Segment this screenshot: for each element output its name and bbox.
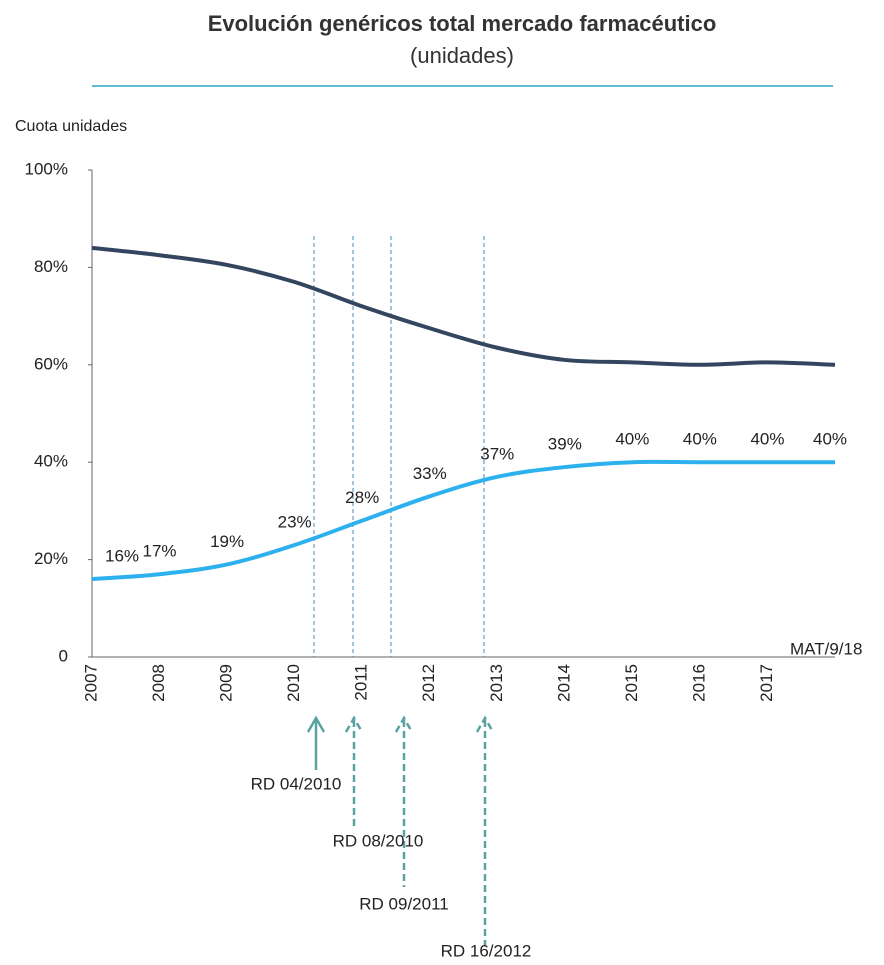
data-label: 40% [615,430,649,449]
x-tick-label: 2007 [81,664,100,702]
data-label: 28% [345,488,379,507]
x-tick-label: 2015 [622,664,641,702]
y-tick-label: 100% [25,159,68,178]
annotation: RD 04/2010 [251,774,342,793]
y-tick-label: 80% [34,257,68,276]
x-tick-label: 2011 [352,664,371,701]
x-tick-label: 2013 [487,664,506,702]
x-tick-label: 2009 [217,664,236,702]
line [91,459,835,582]
y-tick-label: 40% [34,452,68,471]
data-label: 37% [480,444,514,463]
data-label: 33% [413,464,447,483]
data-label: 17% [143,542,177,561]
y-tick-label: 20% [34,549,68,568]
data-label: 40% [813,430,847,449]
y-axis-label: Cuota unidades [15,118,127,135]
event-arrows [306,715,495,945]
data-label: 39% [548,435,582,454]
y-tick-label: 0 [59,646,68,665]
data-label: 16% [105,547,139,566]
line [91,245,836,367]
annotation: RD 08/2010 [333,831,424,850]
annotation: RD 09/2011 [359,894,448,913]
x-tick-label: 2012 [419,664,438,702]
y-tick-label: 60% [34,354,68,373]
x-tick-label: 2008 [149,664,168,702]
x-tick-label: 2016 [689,664,708,702]
data-label: 19% [210,532,244,551]
x-tick-label: 2010 [284,664,303,702]
x-tick-label: 2014 [554,664,573,702]
x-tick-label: 2017 [757,664,776,702]
data-label: 40% [750,430,784,449]
x-tick-label: MAT/9/18 [790,639,862,658]
annotation: RD 16/2012 [441,941,532,960]
event-lines [313,236,485,657]
data-label: 23% [278,512,312,531]
data-label: 40% [683,430,717,449]
chart-title: Evolución genéricos total mercado farmac… [208,11,717,36]
chart-subtitle: (unidades) [410,43,514,68]
